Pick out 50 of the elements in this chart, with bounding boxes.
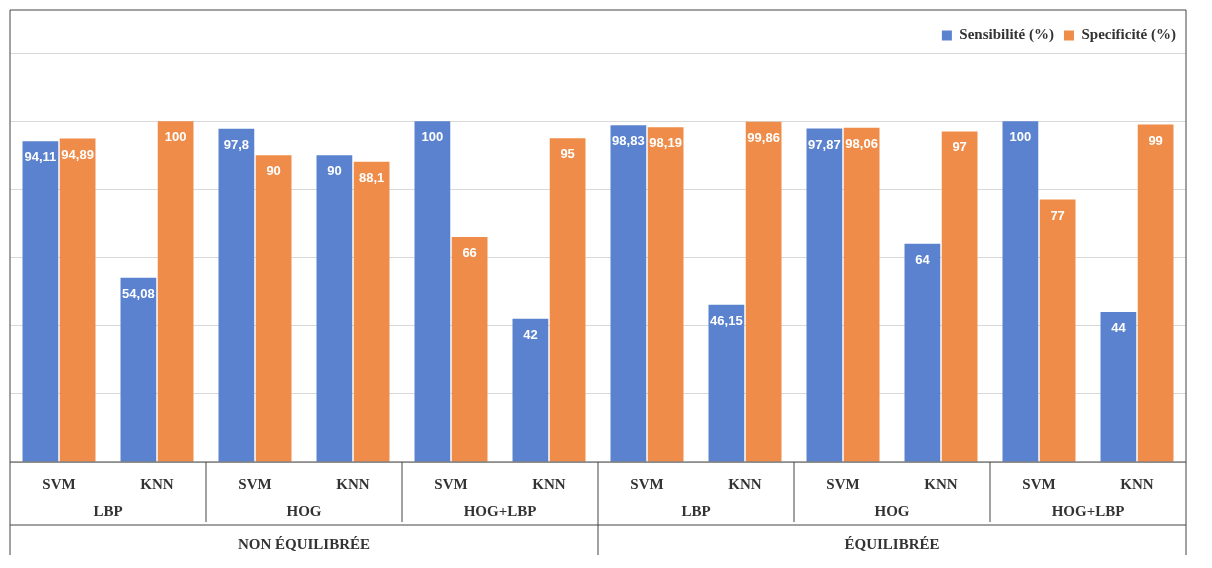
data-label: 94,89: [61, 146, 94, 162]
data-label: 46,15: [710, 312, 743, 328]
bar: [1137, 124, 1174, 462]
bar: [610, 125, 647, 462]
bar: [22, 141, 59, 462]
data-label: 90: [266, 163, 281, 179]
bar: [451, 237, 488, 462]
bar: [218, 128, 255, 462]
data-label: 100: [1009, 129, 1032, 145]
legend-label: Specificité (%): [1081, 26, 1177, 44]
data-label: 99,86: [747, 129, 780, 145]
data-label: 94,11: [24, 149, 57, 165]
data-label: 44: [1111, 320, 1127, 336]
data-label: 95: [560, 146, 575, 162]
bar: [255, 155, 292, 462]
data-label: 54,08: [122, 285, 155, 301]
bar: [353, 161, 390, 462]
bar: [157, 121, 194, 462]
bar: [59, 138, 96, 462]
bar: [1100, 312, 1137, 462]
data-label: 100: [421, 129, 444, 145]
bar: [512, 318, 549, 462]
data-label: 42: [523, 326, 538, 342]
data-label: 77: [1050, 207, 1065, 223]
data-label: 88,1: [358, 169, 385, 185]
bar: [843, 127, 880, 462]
bar: [1002, 121, 1039, 462]
data-label: 98,83: [612, 133, 645, 149]
legend-label: Sensibilité (%): [959, 26, 1054, 44]
bar: [708, 304, 745, 462]
bar: [941, 131, 978, 462]
bar: [549, 138, 586, 462]
data-label: 100: [164, 129, 187, 145]
data-label: 90: [327, 163, 342, 179]
bar: [904, 243, 941, 462]
data-label: 66: [462, 245, 477, 261]
data-label: 97: [952, 139, 967, 155]
bar: [414, 121, 451, 462]
bar: [316, 155, 353, 462]
bar: [120, 277, 157, 462]
data-label: 64: [915, 251, 931, 267]
data-label: 98,19: [649, 135, 682, 151]
bar: [1039, 199, 1076, 462]
data-label: 99: [1148, 132, 1163, 148]
data-label: 97,87: [808, 136, 841, 152]
data-label: 98,06: [845, 135, 878, 151]
data-label: 97,8: [223, 136, 250, 152]
bar: [647, 127, 684, 462]
bar: [806, 128, 843, 462]
bar: [745, 121, 782, 462]
